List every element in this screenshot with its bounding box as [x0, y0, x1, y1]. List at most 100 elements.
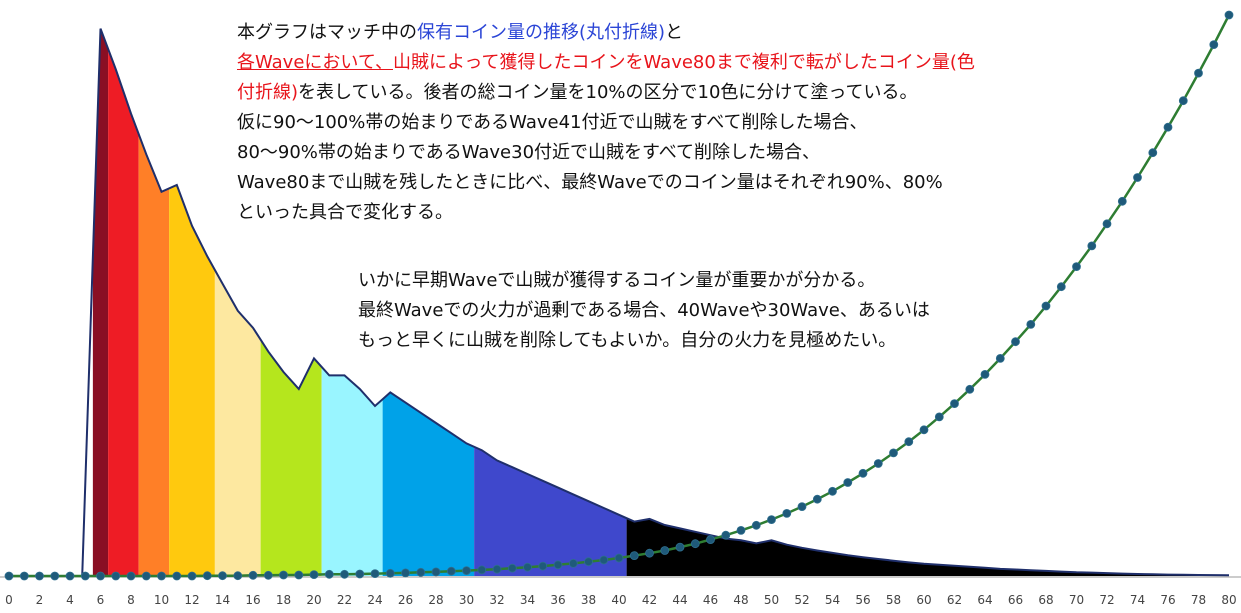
x-tick-label: 12 [184, 593, 199, 607]
held-coin-point [1102, 219, 1112, 229]
held-coin-point [629, 551, 639, 560]
x-tick-label: 20 [306, 593, 321, 607]
held-coin-point [401, 568, 410, 578]
held-coin-point [50, 571, 60, 581]
held-coin-point [477, 565, 487, 575]
held-coin-point [934, 412, 944, 422]
held-coin-point [736, 526, 746, 535]
held-coin-point [1178, 96, 1188, 106]
explanation-line-3: 付折線)を表している。後者の総コイン量を10%の区分で10色に分けて塗っている。 [237, 78, 975, 108]
held-coin-point [431, 567, 441, 577]
x-tick-label: 58 [886, 593, 901, 607]
insight-line-3: もっと早くに山賊を削除してもよいか。自分の火力を見極めたい。 [358, 330, 897, 351]
x-tick-label: 10 [154, 593, 169, 607]
held-coin-point [614, 553, 624, 563]
x-tick-label: 40 [611, 593, 626, 607]
held-coin-point [568, 559, 578, 568]
x-tick-label: 4 [66, 593, 74, 607]
held-coin-point [751, 520, 761, 530]
held-coin-point [965, 384, 975, 394]
held-coin-point [553, 560, 563, 570]
x-tick-label: 54 [825, 593, 840, 607]
held-coin-point [263, 570, 273, 580]
x-tick-label: 44 [672, 593, 687, 607]
held-coin-point [507, 563, 517, 573]
held-coin-point [645, 548, 654, 558]
x-tick-label: 14 [215, 593, 230, 607]
explanation-line-2: 各Waveにおいて、山賊によって獲得したコインをWave80まで複利で転がしたコ… [237, 48, 975, 78]
x-tick-label: 2 [36, 593, 44, 607]
held-coin-point [309, 570, 319, 579]
held-coin-point [812, 494, 822, 504]
held-coin-point [324, 569, 334, 579]
held-coin-point [294, 570, 304, 580]
held-coin-point [446, 566, 456, 576]
held-coin-point [218, 571, 227, 581]
held-coin-point [19, 571, 29, 581]
x-tick-label: 80 [1221, 593, 1236, 607]
legend-bandit-coin: 山賊によって獲得したコインをWave80まで複利で転がしたコイン量(色 [392, 52, 975, 73]
x-tick-labels: 0 2 4 6 8 10 12 14 16 18 20 22 24 26 28 30 32 34 36 38 40 42 4… [5, 593, 1236, 607]
x-tick-label: 50 [764, 593, 779, 607]
x-tick-label: 38 [581, 593, 596, 607]
x-tick-label: 72 [1099, 593, 1114, 607]
held-coin-point [904, 437, 914, 447]
held-coin-point [187, 571, 197, 581]
held-coin-point [523, 562, 532, 572]
x-tick-label: 74 [1130, 593, 1145, 607]
held-coin-point [889, 448, 898, 458]
x-tick-label: 48 [733, 593, 748, 607]
x-tick-label: 78 [1191, 593, 1206, 607]
x-tick-label: 16 [245, 593, 260, 607]
held-coin-point [1026, 319, 1036, 329]
held-coin-point [690, 539, 700, 549]
held-coin-point [1194, 68, 1203, 78]
insight-line-2: 最終Waveでの火力が過剰である場合、40Waveや30Wave、あるいは [358, 300, 930, 321]
x-tick-label: 32 [489, 593, 504, 607]
x-tick-label: 46 [703, 593, 718, 607]
held-coin-point [141, 571, 151, 581]
coin-band-4 [169, 28, 215, 576]
held-coin-point [370, 569, 380, 578]
held-coin-point [1117, 196, 1127, 206]
explanation-line-1: 本グラフはマッチ中の保有コイン量の推移(丸付折線)と [237, 18, 975, 48]
held-coin-point [4, 571, 14, 581]
held-coin-point [416, 567, 426, 577]
held-coin-point [248, 570, 258, 580]
explanation-line-4: 仮に90〜100%帯の始まりであるWave41付近で山賊をすべて削除した場合、 [237, 112, 868, 133]
held-coin-point [950, 399, 959, 409]
held-coin-point [385, 568, 395, 578]
x-tick-label: 22 [337, 593, 352, 607]
held-coin-point [660, 546, 670, 555]
x-tick-label: 76 [1160, 593, 1175, 607]
held-coin-point [126, 571, 136, 581]
held-coin-point [995, 353, 1005, 363]
held-coin-point [1224, 10, 1234, 20]
x-tick-label: 30 [459, 593, 474, 607]
held-coin-point [80, 571, 90, 581]
held-coin-point [157, 571, 166, 581]
x-tick-label: 70 [1069, 593, 1084, 607]
x-tick-label: 52 [794, 593, 809, 607]
held-coin-point [1056, 282, 1066, 292]
x-tick-label: 64 [977, 593, 992, 607]
held-coin-point [1087, 241, 1097, 251]
explanation-text: 本グラフはマッチ中の保有コイン量の推移(丸付折線)と 各Waveにおいて、山賊に… [237, 18, 975, 228]
held-coin-point [828, 486, 837, 496]
coin-band-3 [138, 28, 170, 576]
insight-line-1: いかに早期Waveで山賊が獲得するコイン量が重要かが分かる。 [358, 270, 876, 291]
x-tick-label: 24 [367, 593, 382, 607]
coin-band-1 [92, 28, 109, 576]
held-coin-point [1209, 40, 1219, 49]
x-tick-label: 6 [97, 593, 105, 607]
held-coin-point [919, 425, 929, 435]
explanation-line-1-pre: 本グラフはマッチ中の [237, 22, 417, 43]
x-tick-label: 18 [276, 593, 291, 607]
x-tick-label: 60 [916, 593, 931, 607]
held-coin-point [599, 555, 609, 565]
held-coin-point [767, 515, 776, 524]
held-coin-point [111, 571, 121, 581]
held-coin-point [797, 502, 807, 512]
legend-held-coin: 保有コイン量の推移(丸付折線) [417, 22, 666, 43]
